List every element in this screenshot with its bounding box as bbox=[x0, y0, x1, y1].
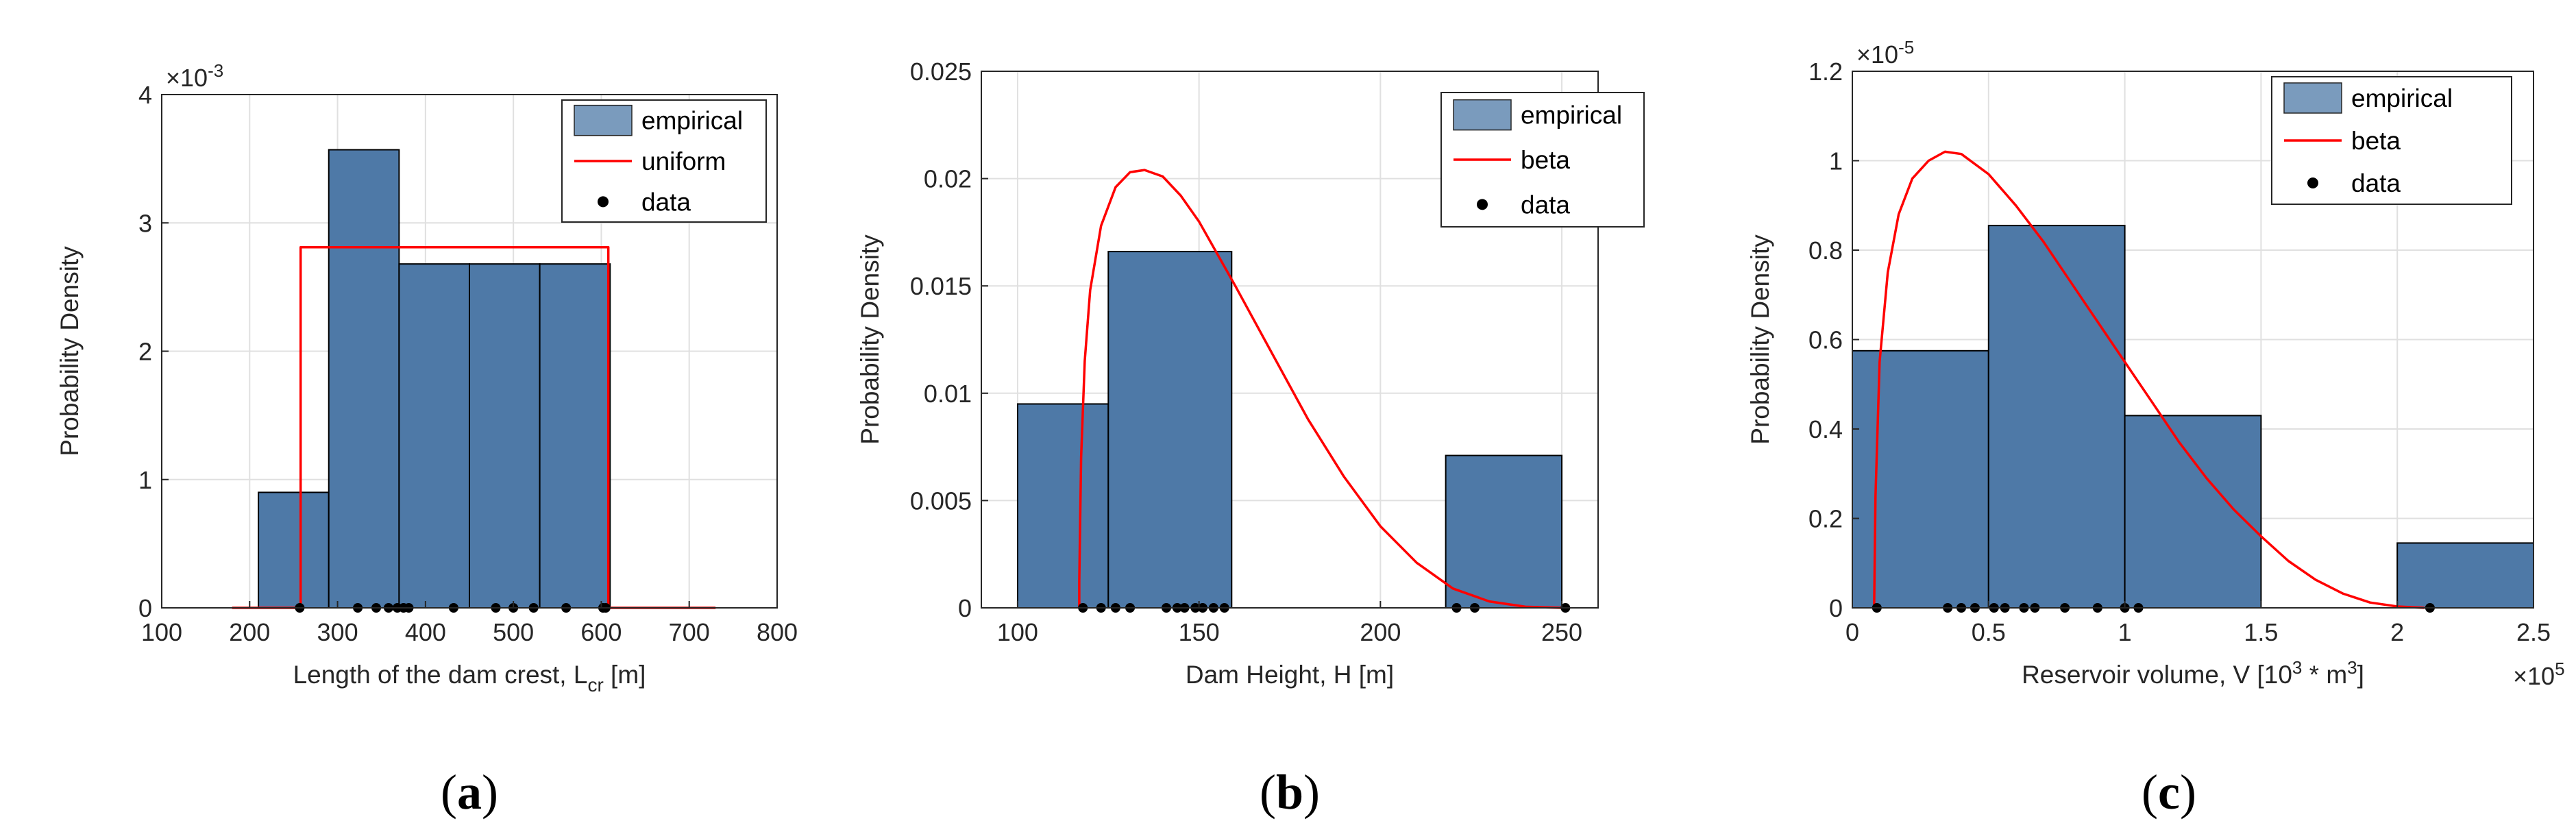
panel-a-ylabel: Probability Density bbox=[56, 246, 84, 456]
panel-b-ylabel: Probability Density bbox=[856, 234, 884, 445]
panel-c-xtick-label-4: 2 bbox=[2390, 618, 2404, 646]
panel-a-xtick-label-3: 400 bbox=[405, 618, 446, 646]
panel-c-y-multiplier: ×10-5 bbox=[1856, 37, 1914, 69]
panel-a-caption: (a) bbox=[441, 765, 498, 820]
panel-b-xlabel: Dam Height, H [m] bbox=[1186, 661, 1394, 689]
panel-a-y-multiplier: ×10-3 bbox=[166, 60, 223, 92]
panel-a-legend-swatch-data bbox=[598, 196, 609, 208]
panel-a-yticks: 0 1 2 3 4 bbox=[138, 81, 169, 622]
panel-c-x-multiplier: ×105 bbox=[2513, 659, 2565, 690]
panel-b-bars bbox=[1016, 251, 1563, 609]
panel-c-ytick-label-6: 1.2 bbox=[1808, 58, 1843, 86]
panel-c-xlabel: Reservoir volume, V [103 * m3] bbox=[2022, 657, 2364, 689]
panel-c-xtick-label-1: 0.5 bbox=[1972, 618, 2006, 646]
panel-c-fit-curve bbox=[1873, 150, 2425, 609]
panel-a-xtick-label-6: 700 bbox=[669, 618, 710, 646]
panel-c-ytick-label-0: 0 bbox=[1829, 594, 1843, 622]
panel-c-legend-label-1: beta bbox=[2351, 127, 2401, 155]
panel-b-legend-label-2: data bbox=[1521, 191, 1570, 219]
panel-b-ytick-label-5: 0.025 bbox=[910, 58, 972, 86]
panel-c-bar-2 bbox=[2124, 415, 2262, 609]
panel-a-ytick-label-1: 1 bbox=[138, 466, 152, 494]
panel-a-bar-0 bbox=[258, 491, 330, 609]
panel-b-ytick-label-0: 0 bbox=[958, 594, 972, 622]
panel-a-ytick-label-3: 3 bbox=[138, 209, 152, 237]
panel-a-xtick-label-2: 300 bbox=[317, 618, 358, 646]
panel-b-yticks: 0 0.005 0.01 0.015 0.02 0.025 bbox=[910, 58, 988, 622]
panel-c-ylabel: Probability Density bbox=[1746, 234, 1774, 445]
panel-b-legend-label-0: empirical bbox=[1521, 101, 1622, 130]
panel-c-bar-0 bbox=[1852, 349, 1989, 609]
panel-b-xtick-label-0: 100 bbox=[997, 618, 1038, 646]
panel-b-legend-swatch-data bbox=[1477, 199, 1488, 210]
panel-b-legend-label-1: beta bbox=[1521, 146, 1570, 174]
panel-b-bar-2 bbox=[1445, 454, 1563, 609]
panel-b-ytick-label-1: 0.005 bbox=[910, 487, 972, 515]
panel-c-legend-label-2: data bbox=[2351, 169, 2401, 197]
panel-a-xtick-label-0: 100 bbox=[141, 618, 182, 646]
panel-c-ytick-label-3: 0.6 bbox=[1808, 326, 1843, 354]
panel-a-ytick-label-2: 2 bbox=[138, 338, 152, 366]
panel-c-ytick-label-5: 1 bbox=[1829, 147, 1843, 175]
panel-b: 100 150 200 250 0 0.005 0.01 0.015 0.02 0.025 Da… bbox=[856, 58, 1645, 820]
panel-a-legend: empirical uniform data bbox=[561, 99, 767, 223]
panel-a-bar-1 bbox=[328, 149, 400, 609]
panel-b-ytick-label-2: 0.01 bbox=[924, 380, 972, 408]
panel-c: 0 0.5 1 1.5 2 2.5 0 0.2 0.4 0.6 0.8 1 1.2 ×10-5 ×10… bbox=[1746, 37, 2565, 820]
panel-c-caption: (c) bbox=[2142, 765, 2196, 820]
panel-b-fit-curve bbox=[1078, 169, 1562, 609]
panel-c-legend-label-0: empirical bbox=[2351, 84, 2453, 112]
panel-c-xtick-label-5: 2.5 bbox=[2516, 618, 2551, 646]
panel-a-legend-label-0: empirical bbox=[641, 107, 743, 135]
panel-a-xticks: 100 200 300 400 500 600 700 800 bbox=[141, 601, 798, 646]
panel-a-xtick-label-1: 200 bbox=[229, 618, 270, 646]
panel-a-xtick-label-7: 800 bbox=[757, 618, 798, 646]
panel-c-ytick-label-2: 0.4 bbox=[1808, 415, 1843, 443]
panel-a-bar-3 bbox=[469, 263, 541, 609]
panel-a-legend-label-1: uniform bbox=[641, 147, 726, 175]
panel-a-bar-2 bbox=[398, 263, 470, 609]
panel-c-legend: empirical beta data bbox=[2271, 76, 2512, 205]
panel-c-xtick-label-3: 1.5 bbox=[2244, 618, 2278, 646]
panel-b-bar-0 bbox=[1016, 403, 1109, 609]
panel-c-yticks: 0 0.2 0.4 0.6 0.8 1 1.2 bbox=[1808, 58, 1859, 622]
panel-a-ytick-label-0: 0 bbox=[138, 594, 152, 622]
panel-b-ytick-label-4: 0.02 bbox=[924, 165, 972, 193]
panel-c-xtick-label-2: 1 bbox=[2118, 618, 2132, 646]
panel-c-xticks: 0 0.5 1 1.5 2 2.5 bbox=[1845, 601, 2551, 646]
panel-b-bar-1 bbox=[1107, 251, 1233, 609]
panel-a: 100 200 300 400 500 600 700 800 0 1 2 3 4 ×10-3 Len… bbox=[56, 60, 798, 820]
panel-c-bar-1 bbox=[1987, 225, 2126, 609]
panel-b-caption: (b) bbox=[1260, 765, 1320, 820]
panel-a-bars bbox=[258, 149, 611, 609]
panel-b-xtick-label-1: 150 bbox=[1179, 618, 1220, 646]
panel-c-ytick-label-4: 0.8 bbox=[1808, 236, 1843, 265]
panel-b-xtick-label-3: 250 bbox=[1541, 618, 1582, 646]
panel-c-legend-swatch-data bbox=[2307, 177, 2318, 188]
panel-c-fit bbox=[1873, 150, 2425, 609]
panel-b-legend-swatch-empirical bbox=[1453, 99, 1512, 131]
panel-a-legend-swatch-empirical bbox=[574, 104, 633, 136]
panel-b-points bbox=[1078, 603, 1571, 613]
panel-b-fit bbox=[1078, 169, 1562, 609]
panel-b-axes bbox=[981, 71, 1599, 609]
panel-a-xlabel: Length of the dam crest, Lcr [m] bbox=[293, 661, 646, 696]
panel-b-xticks: 100 150 200 250 bbox=[997, 601, 1582, 646]
panel-a-bar-4 bbox=[539, 263, 611, 609]
panel-b-xtick-label-2: 200 bbox=[1360, 618, 1401, 646]
panel-c-bar-3 bbox=[2396, 542, 2534, 609]
panel-c-xtick-label-0: 0 bbox=[1845, 618, 1859, 646]
panel-a-xtick-label-5: 600 bbox=[580, 618, 622, 646]
panel-b-ytick-label-3: 0.015 bbox=[910, 272, 972, 300]
panel-b-axes-box bbox=[981, 71, 1599, 609]
panel-c-legend-swatch-empirical bbox=[2283, 82, 2342, 114]
panel-c-ytick-label-1: 0.2 bbox=[1808, 505, 1843, 533]
panel-a-legend-label-2: data bbox=[641, 188, 691, 216]
panel-b-legend: empirical beta data bbox=[1440, 92, 1645, 228]
panel-a-xtick-label-4: 500 bbox=[493, 618, 534, 646]
panel-a-ytick-label-4: 4 bbox=[138, 81, 152, 109]
